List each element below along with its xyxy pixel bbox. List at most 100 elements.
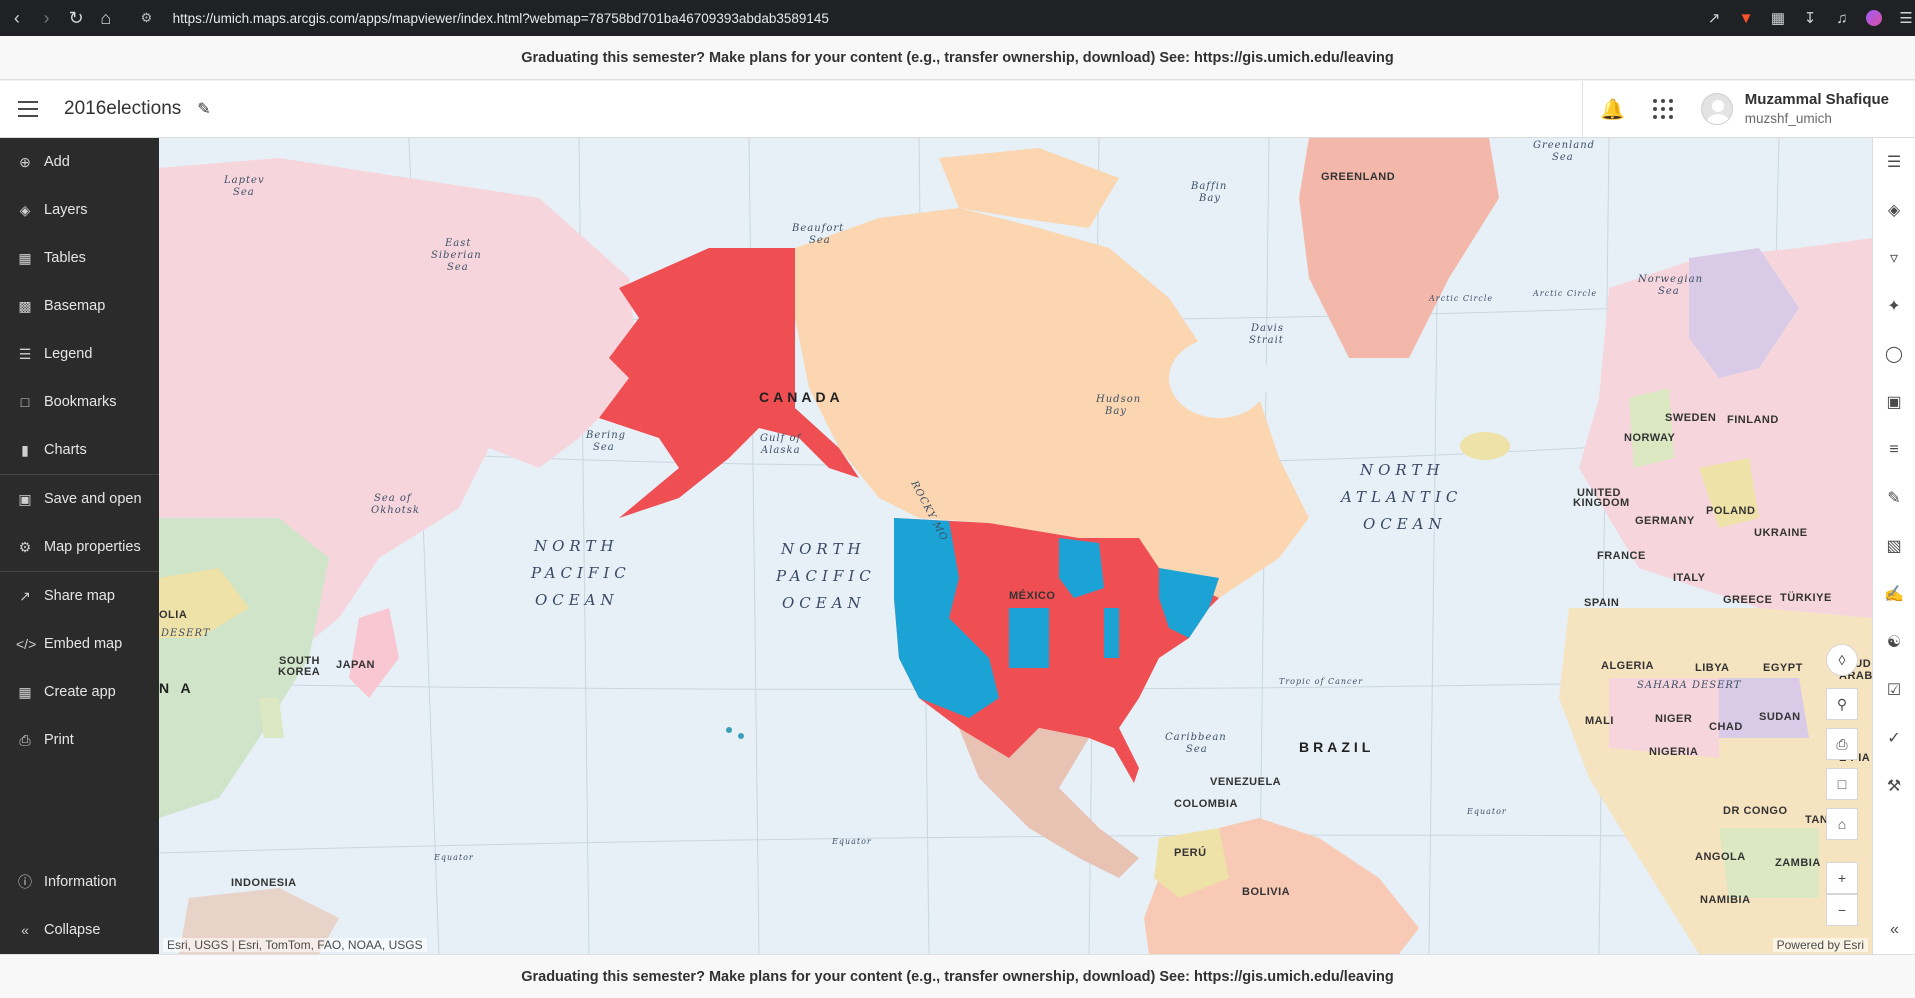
edit-icon[interactable]: ✍ (1884, 586, 1904, 603)
label-desert-partial: DESERT (160, 628, 211, 639)
usa-republican-shape (894, 518, 1219, 783)
label-north-pacific-mid-1: NORTH (780, 540, 866, 558)
notifications-bell-icon[interactable]: 🔔 (1600, 98, 1626, 121)
styles-icon[interactable]: ◈ (1887, 202, 1901, 219)
zoom-controls: + − (1826, 862, 1858, 926)
map-view[interactable]: CANADA GREENLAND MÉXICO BRAZIL NORTH PAC… (159, 138, 1872, 954)
right-toolbar: ☰ ◈ ▿ ✦ ◯ ▣ ≡ ✎ ▧ ✍ ☯ ☑ ✓ ⚒ « (1872, 138, 1915, 954)
zoom-out-icon[interactable]: − (1826, 894, 1858, 926)
hamburger-menu-icon[interactable] (18, 101, 38, 117)
reload-icon[interactable]: ↻ (68, 7, 84, 28)
sidebar-item-add[interactable]: ⊕ Add (0, 138, 159, 186)
measure-icon[interactable]: ▧ (1886, 538, 1902, 555)
directions-icon[interactable]: ☑ (1886, 682, 1902, 699)
app-launcher-icon[interactable] (1643, 99, 1683, 119)
collapse-right-icon[interactable]: « (1890, 921, 1899, 938)
label-turkiye: TÜRKIYE (1780, 591, 1832, 604)
avatar[interactable] (1700, 93, 1733, 125)
sidebar-item-create-app[interactable]: ▦ Create app (0, 668, 159, 716)
sidebar-item-bookmarks[interactable]: □ Bookmarks (0, 378, 159, 426)
sidebar-item-label: Create app (44, 684, 116, 700)
label-mexico: MÉXICO (1009, 589, 1055, 602)
japan-shape (349, 608, 399, 698)
find-icon[interactable]: ✓ (1887, 730, 1901, 747)
address-bar[interactable]: ⚙ https://umich.maps.arcgis.com/apps/map… (131, 5, 1665, 31)
label-north-pacific-left-2: PACIFIC (530, 564, 631, 582)
print-icon[interactable]: ⎙ (1826, 728, 1858, 760)
map-title: 2016elections (64, 98, 182, 119)
profile-icon[interactable] (1865, 9, 1883, 27)
search-icon[interactable]: ⚲ (1826, 688, 1858, 720)
url-text: https://umich.maps.arcgis.com/apps/mapvi… (172, 10, 829, 26)
media-icon[interactable]: ♫ (1836, 9, 1848, 27)
sidebar-collapse-button[interactable]: « Collapse (0, 906, 159, 954)
label-norwegian-2: Sea (1658, 286, 1680, 297)
hawaii-shape (738, 733, 744, 739)
labels-icon[interactable]: ≡ (1889, 441, 1899, 458)
label-equator-3: Equator (1466, 807, 1507, 816)
label-east-siberian-1: East (444, 238, 471, 249)
sidebar-item-label: Print (44, 732, 74, 748)
minnesota-democrat-shape (1059, 538, 1104, 598)
sidebar-item-label: Embed map (44, 636, 123, 652)
mexico-shape (959, 728, 1139, 878)
sidebar-divider (0, 474, 159, 475)
table-icon: ▦ (18, 249, 32, 266)
powered-by-esri[interactable]: Powered by Esri (1772, 938, 1868, 952)
sidebar-item-information[interactable]: ⓘ Information (0, 858, 159, 906)
analysis-icon[interactable]: ☯ (1886, 634, 1902, 651)
sidebar-item-save-and-open[interactable]: ▣ Save and open (0, 475, 159, 523)
back-icon[interactable]: ‹ (13, 7, 20, 28)
label-north-atlantic-3: OCEAN (1363, 515, 1447, 533)
code-icon: </> (16, 636, 37, 652)
label-china-partial: N A (159, 680, 195, 696)
label-colombia: COLOMBIA (1174, 798, 1238, 810)
label-brazil: BRAZIL (1299, 739, 1374, 755)
label-beaufort-2: Sea (809, 235, 831, 246)
information-icon: ⓘ (18, 874, 32, 890)
sidebar-item-embed-map[interactable]: </> Embed map (0, 620, 159, 668)
indonesia-shape (179, 888, 339, 954)
sidebar-item-legend[interactable]: ☰ Legend (0, 330, 159, 378)
comment-icon[interactable]: □ (1826, 768, 1858, 800)
sidebar-item-print[interactable]: ⎙ Print (0, 716, 159, 764)
menu-icon[interactable]: ☰ (1899, 10, 1913, 27)
left-sidebar: ⊕ Add ◈ Layers ▦ Tables ▩ Basemap ☰ Legend □ B… (0, 138, 159, 954)
pop-ups-icon[interactable]: ◯ (1885, 346, 1903, 363)
zoom-in-icon[interactable]: + (1826, 862, 1858, 894)
edit-title-icon[interactable]: ✎ (197, 101, 211, 118)
sidebar-item-basemap[interactable]: ▩ Basemap (0, 282, 159, 330)
extensions-icon[interactable]: ▦ (1770, 10, 1786, 27)
properties-icon[interactable]: ☰ (1886, 154, 1902, 171)
sidebar-item-charts[interactable]: ▮ Charts (0, 426, 159, 474)
home-icon[interactable]: ⌂ (100, 7, 112, 28)
download-icon[interactable]: ↧ (1803, 10, 1817, 27)
sketch-icon[interactable]: ✎ (1887, 490, 1901, 507)
sidebar-item-tables[interactable]: ▦ Tables (0, 234, 159, 282)
label-east-siberian-3: Sea (447, 262, 469, 273)
compass-icon[interactable]: ◊ (1826, 644, 1858, 676)
label-arctic-circle-1: Arctic Circle (1428, 294, 1493, 303)
drc-shape (1719, 828, 1819, 898)
sidebar-item-share-map[interactable]: ↗ Share map (0, 572, 159, 620)
hawaii-shape (726, 727, 732, 733)
user-menu[interactable]: Muzammal Shafique muzshf_umich (1745, 90, 1889, 127)
sidebar-item-layers[interactable]: ◈ Layers (0, 186, 159, 234)
forward-icon[interactable]: › (43, 7, 50, 28)
illinois-democrat-shape (1104, 608, 1119, 658)
share-icon[interactable]: ↗ (1707, 10, 1721, 27)
label-japan: JAPAN (336, 659, 375, 671)
tools-icon[interactable]: ⚒ (1886, 778, 1902, 795)
label-sudan: SUDAN (1759, 711, 1801, 723)
brave-shield-icon[interactable]: ▼ (1738, 9, 1754, 27)
site-settings-icon[interactable]: ⚙ (140, 10, 153, 25)
hudson-bay-shape (1169, 338, 1269, 418)
sidebar-item-map-properties[interactable]: ⚙ Map properties (0, 523, 159, 571)
effects-icon[interactable]: ✦ (1887, 298, 1901, 315)
filter-icon[interactable]: ▿ (1889, 250, 1899, 267)
label-poland: POLAND (1706, 505, 1755, 517)
label-uk-1: UNITED (1577, 487, 1621, 499)
fields-icon[interactable]: ▣ (1886, 394, 1902, 411)
home-icon[interactable]: ⌂ (1826, 808, 1858, 840)
map-controls-group: ◊ (1826, 644, 1858, 676)
